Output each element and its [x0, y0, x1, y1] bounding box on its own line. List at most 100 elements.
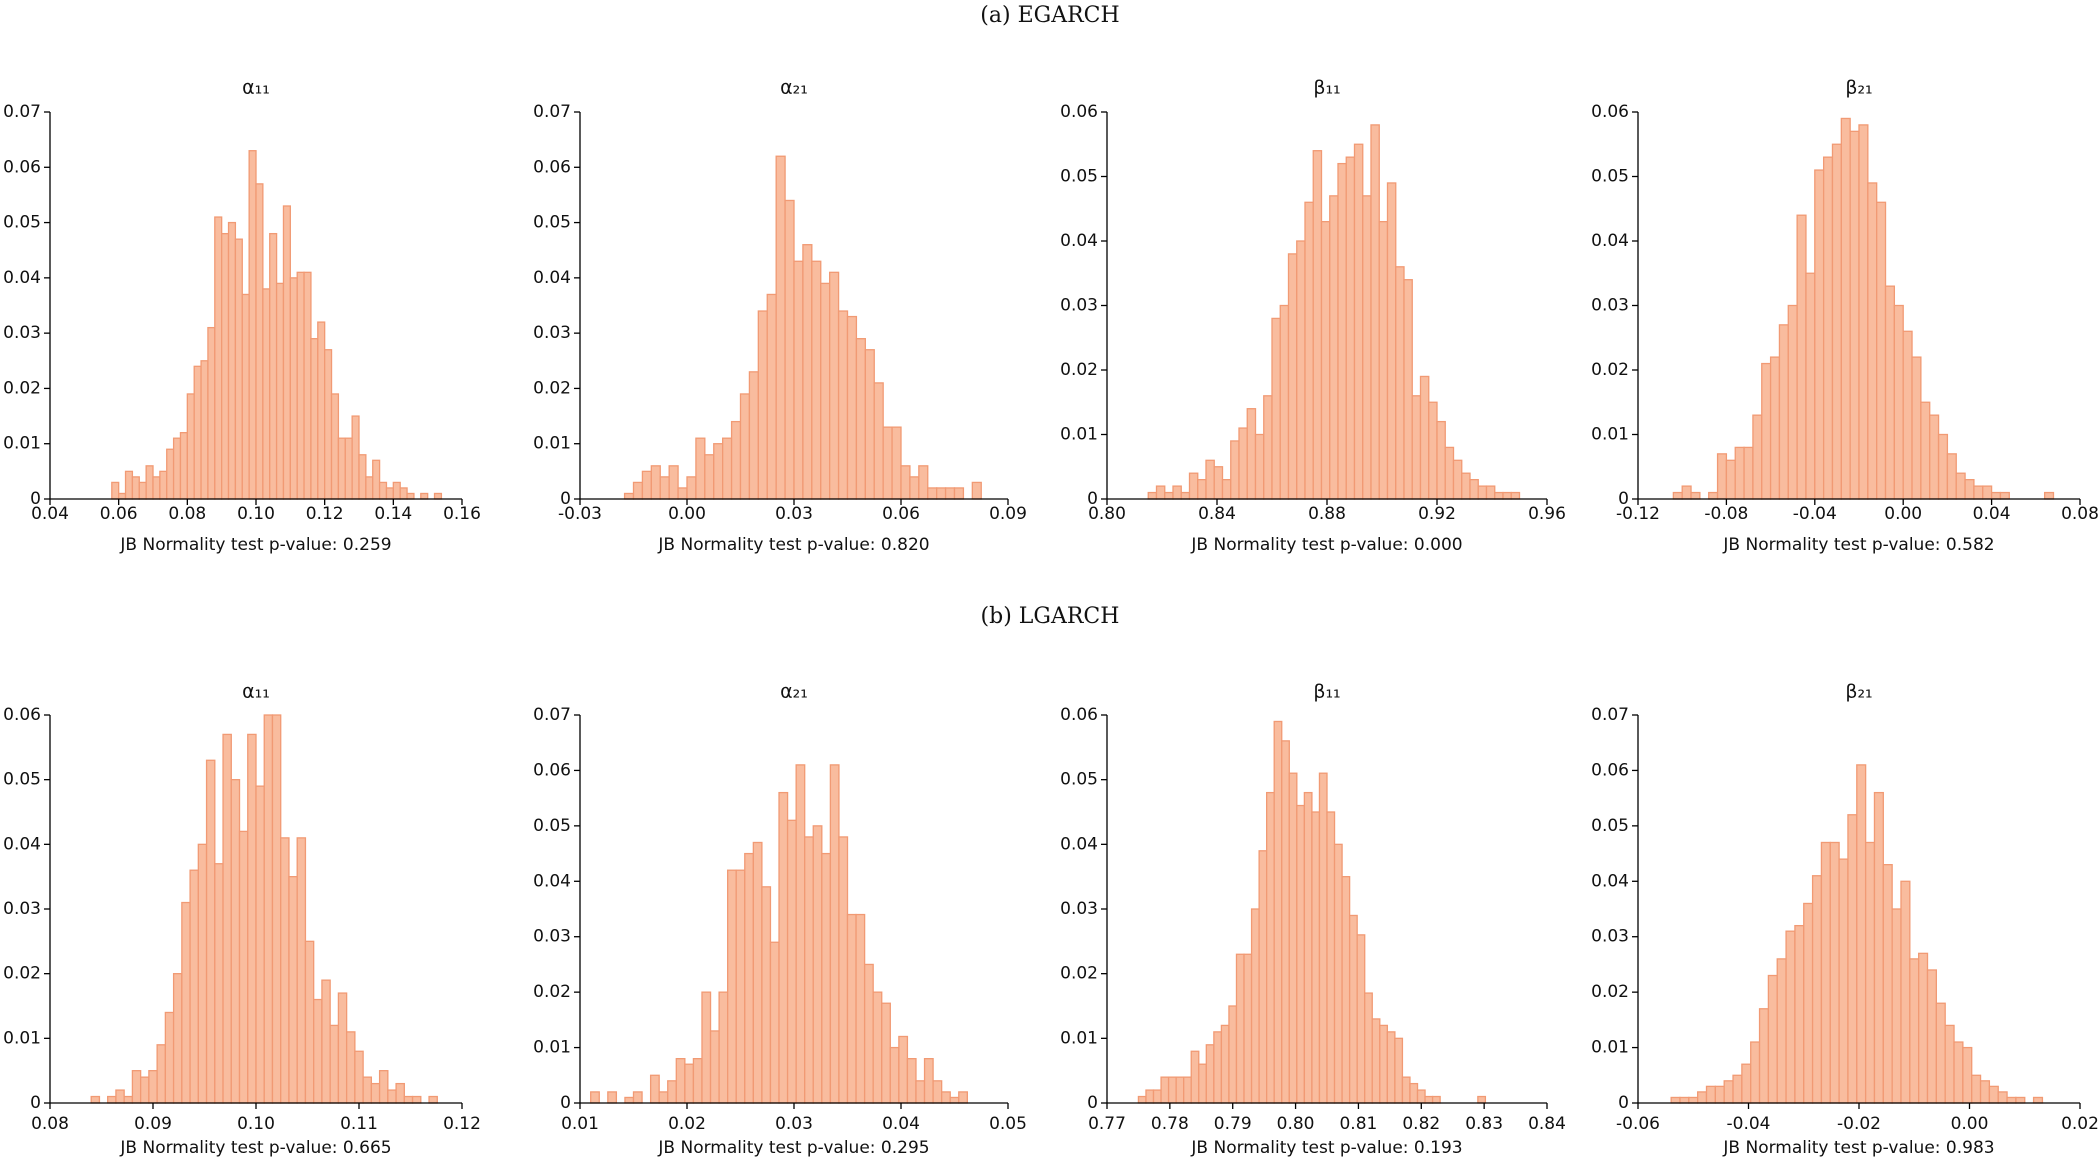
bar — [1769, 356, 1781, 500]
bar — [179, 432, 188, 500]
y-tick-label: 0.03 — [533, 927, 571, 947]
x-axis-label: JB Normality test p-value: 0.582 — [1722, 535, 1994, 555]
bar — [623, 492, 635, 500]
x-tick-label: 0.08 — [168, 504, 206, 524]
bar — [1761, 362, 1772, 500]
y-tick-label: 0.07 — [1591, 705, 1629, 725]
bar — [909, 476, 920, 500]
bar — [1205, 1044, 1215, 1104]
bar — [1333, 843, 1343, 1104]
bar — [727, 869, 737, 1104]
bar — [863, 963, 874, 1104]
bar — [1697, 1091, 1708, 1104]
x-axis-label: JB Normality test p-value: 0.295 — [657, 1138, 929, 1158]
histogram-chart: β₂₁ 0 0.01 0.02 0.03 0.04 0.05 0.06 0.07 -0.06 -0.… — [1591, 681, 2099, 1159]
y-tick-label: 0 — [30, 1093, 41, 1113]
y-tick-label: 0 — [1087, 1093, 1098, 1113]
bar — [1796, 214, 1807, 500]
chart-title: α₁₁ — [242, 77, 270, 99]
bar — [189, 869, 199, 1104]
bar — [1137, 1095, 1147, 1104]
histogram-chart: β₁₁ 0 0.01 0.02 0.03 0.04 0.05 0.06 0.77 0.78 0.79… — [1060, 681, 1566, 1159]
bar — [891, 426, 902, 500]
x-tick-label: 0.84 — [1528, 1114, 1566, 1134]
x-tick-label: 0.92 — [1418, 504, 1456, 524]
bar — [1964, 478, 1975, 500]
y-tick-label: 0.01 — [3, 434, 41, 454]
bar — [1971, 1074, 1982, 1104]
x-tick-label: 0.04 — [882, 1114, 920, 1134]
x-tick-label: 0.03 — [775, 504, 813, 524]
x-tick-label: -0.02 — [1837, 1114, 1881, 1134]
bar — [889, 1046, 900, 1104]
bar — [757, 310, 768, 500]
bar — [1220, 1024, 1230, 1104]
y-tick-label: 0.01 — [1060, 1028, 1098, 1048]
bar — [1988, 1085, 1999, 1104]
y-tick-label: 0.01 — [1060, 425, 1098, 445]
bar — [1794, 924, 1805, 1104]
x-tick-label: -0.12 — [1616, 504, 1660, 524]
y-tick-label: 0.03 — [1591, 927, 1629, 947]
x-tick-label: 0.04 — [1973, 504, 2011, 524]
bar — [90, 1095, 101, 1104]
x-tick-label: 0.08 — [2061, 504, 2099, 524]
bar — [1444, 446, 1455, 500]
bar — [1258, 850, 1268, 1104]
bar — [2032, 1096, 2044, 1104]
y-tick-label: 0 — [30, 489, 41, 509]
bar — [1167, 1076, 1177, 1104]
bar — [395, 1082, 405, 1104]
bar — [1164, 491, 1174, 500]
bar — [1160, 1076, 1170, 1104]
x-axis-label: JB Normality test p-value: 0.665 — [119, 1138, 391, 1158]
y-tick-label: 0.06 — [533, 760, 571, 780]
bar — [829, 764, 840, 1104]
y-tick-label: 0.06 — [1591, 760, 1629, 780]
bar — [227, 221, 237, 500]
bar — [282, 205, 291, 500]
bar — [1266, 791, 1275, 1104]
bar — [1929, 414, 1940, 500]
bar — [872, 991, 883, 1104]
bar — [686, 476, 697, 500]
bar — [1246, 408, 1257, 500]
bar — [1864, 841, 1876, 1104]
bar — [1213, 466, 1224, 500]
bar — [1884, 285, 1896, 500]
x-tick-label: 0.82 — [1402, 1114, 1440, 1134]
bar — [1419, 375, 1430, 500]
histogram-chart: α₁₁ 0 0.01 0.02 0.03 0.04 0.05 0.06 0.07 0.04 0.06… — [3, 77, 481, 556]
y-tick-label: 0.06 — [3, 157, 41, 177]
bar — [812, 825, 823, 1104]
bar — [234, 238, 243, 500]
y-tick-label: 0.01 — [3, 1028, 41, 1048]
bar — [1147, 491, 1158, 500]
bar — [1750, 1041, 1761, 1104]
x-tick-label: 0.96 — [1528, 504, 1566, 524]
bar — [181, 901, 191, 1104]
bar — [1672, 491, 1683, 500]
bar — [1670, 1096, 1681, 1104]
bar — [1849, 130, 1860, 500]
x-tick-label: 0.06 — [100, 504, 138, 524]
x-tick-label: -0.03 — [558, 504, 602, 524]
bar — [1353, 143, 1364, 500]
bar — [1734, 446, 1745, 500]
bar — [1822, 156, 1834, 500]
y-tick-label: 0.04 — [1591, 231, 1629, 251]
bar — [1243, 953, 1253, 1104]
x-tick-label: 0.11 — [340, 1114, 378, 1134]
y-tick-label: 0.06 — [1591, 102, 1629, 122]
bar — [769, 941, 780, 1104]
x-tick-label: 0.16 — [443, 504, 481, 524]
bar — [718, 991, 729, 1104]
bar — [1767, 974, 1778, 1104]
y-tick-label: 0.01 — [533, 434, 571, 454]
bar — [1778, 324, 1789, 500]
bar — [632, 481, 644, 500]
bar — [855, 913, 866, 1104]
bar — [941, 1091, 951, 1104]
x-tick-label: 0.83 — [1465, 1114, 1503, 1134]
